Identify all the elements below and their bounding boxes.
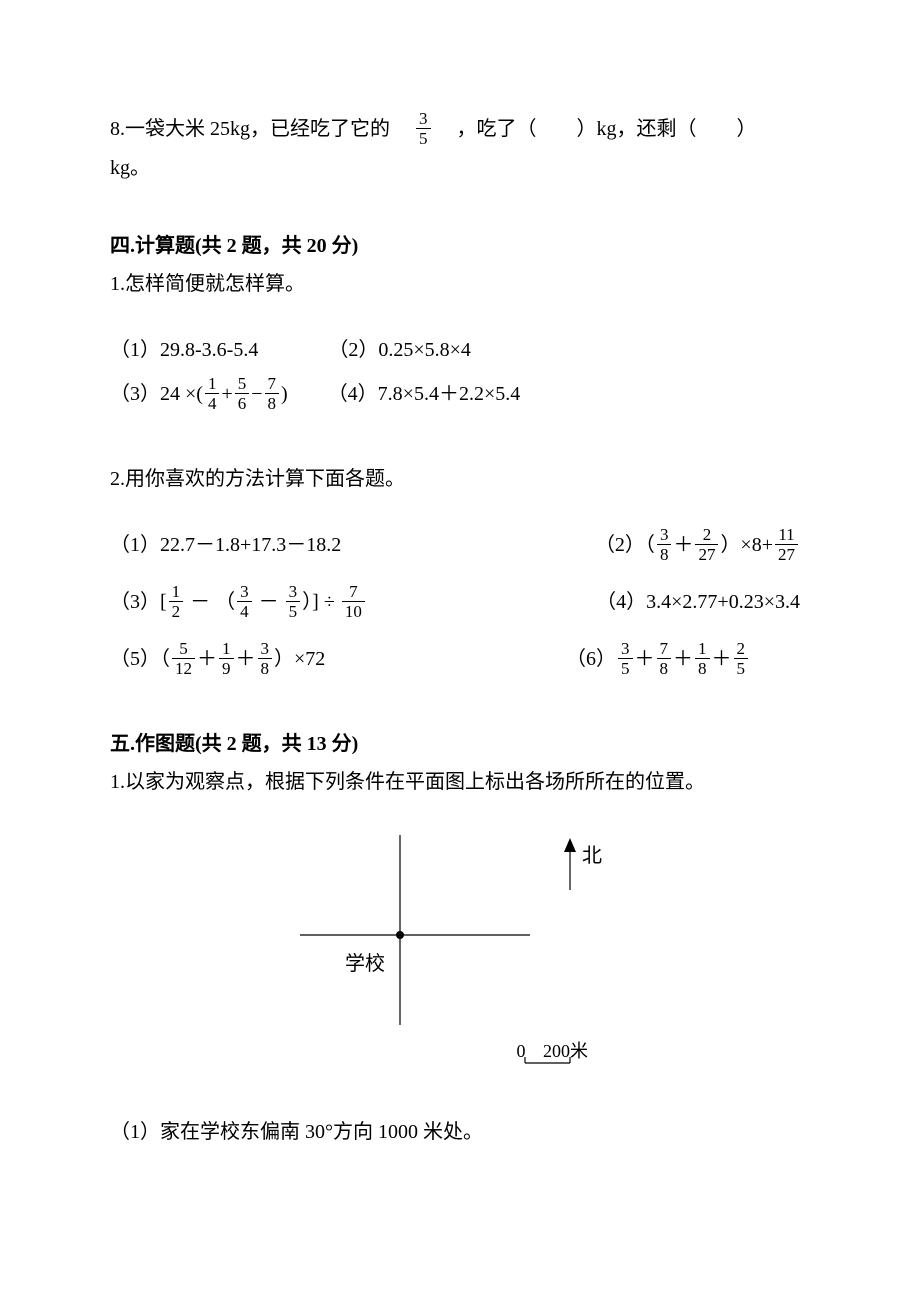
s5-figure: 学校 北 0 200米: [200, 815, 720, 1085]
q8-mid: ，吃了（ ）kg，还剩（ ）: [457, 118, 757, 140]
section4-heading: 四.计算题(共 2 题，共 20 分): [110, 227, 810, 265]
q8-lead: 8.一袋大米 25kg，已经吃了它的: [110, 118, 390, 140]
s4-eq3: （3）[12 － （34 － 35）] ÷ 710: [110, 583, 367, 622]
s4-item2: （2）0.25×5.8×4: [328, 331, 471, 369]
s4-item1: （1）29.8-3.6-5.4: [110, 331, 258, 369]
s4-eq6: （6）35＋78＋18＋25: [566, 640, 810, 679]
s4-eq2: （2）（38＋227）×8+1127: [595, 526, 810, 565]
section5-heading: 五.作图题(共 2 题，共 13 分): [110, 725, 810, 763]
s4-item3: （3）24 ×(14+56−78): [110, 375, 288, 414]
s4-p1-block: （1）29.8-3.6-5.4 （2）0.25×5.8×4 （3）24 ×(14…: [110, 331, 810, 414]
coordinate-figure: 学校 北 0 200米: [280, 815, 640, 1085]
svg-text:200米: 200米: [543, 1041, 588, 1061]
q8-fraction: 3 5: [416, 110, 431, 147]
s4-item4: （4）7.8×5.4＋2.2×5.4: [328, 375, 521, 413]
s4-eq4: （4）3.4×2.77+0.23×3.4: [596, 583, 810, 621]
s4-eq1: （1）22.7－1.8+17.3－18.2: [110, 526, 341, 564]
svg-text:学校: 学校: [345, 952, 385, 975]
s5-sub1: （1）家在学校东偏南 30°方向 1000 米处。: [110, 1113, 810, 1151]
q8-line2: kg。: [110, 149, 810, 187]
q8-line1: 8.一袋大米 25kg，已经吃了它的 3 5 ，吃了（ ）kg，还剩（ ）: [110, 110, 810, 149]
s5-p1-title: 1.以家为观察点，根据下列条件在平面图上标出各场所所在的位置。: [110, 763, 810, 801]
svg-text:0: 0: [517, 1041, 526, 1061]
s4-p1-title: 1.怎样简便就怎样算。: [110, 265, 810, 303]
s4-p2-block: （1）22.7－1.8+17.3－18.2 （2）（38＋227）×8+1127…: [110, 526, 810, 679]
page: 8.一袋大米 25kg，已经吃了它的 3 5 ，吃了（ ）kg，还剩（ ） kg…: [0, 0, 920, 1211]
s4-eq5: （5）（512＋19＋38）×72: [110, 640, 325, 679]
s4-p2-title: 2.用你喜欢的方法计算下面各题。: [110, 460, 810, 498]
svg-text:北: 北: [582, 844, 602, 867]
